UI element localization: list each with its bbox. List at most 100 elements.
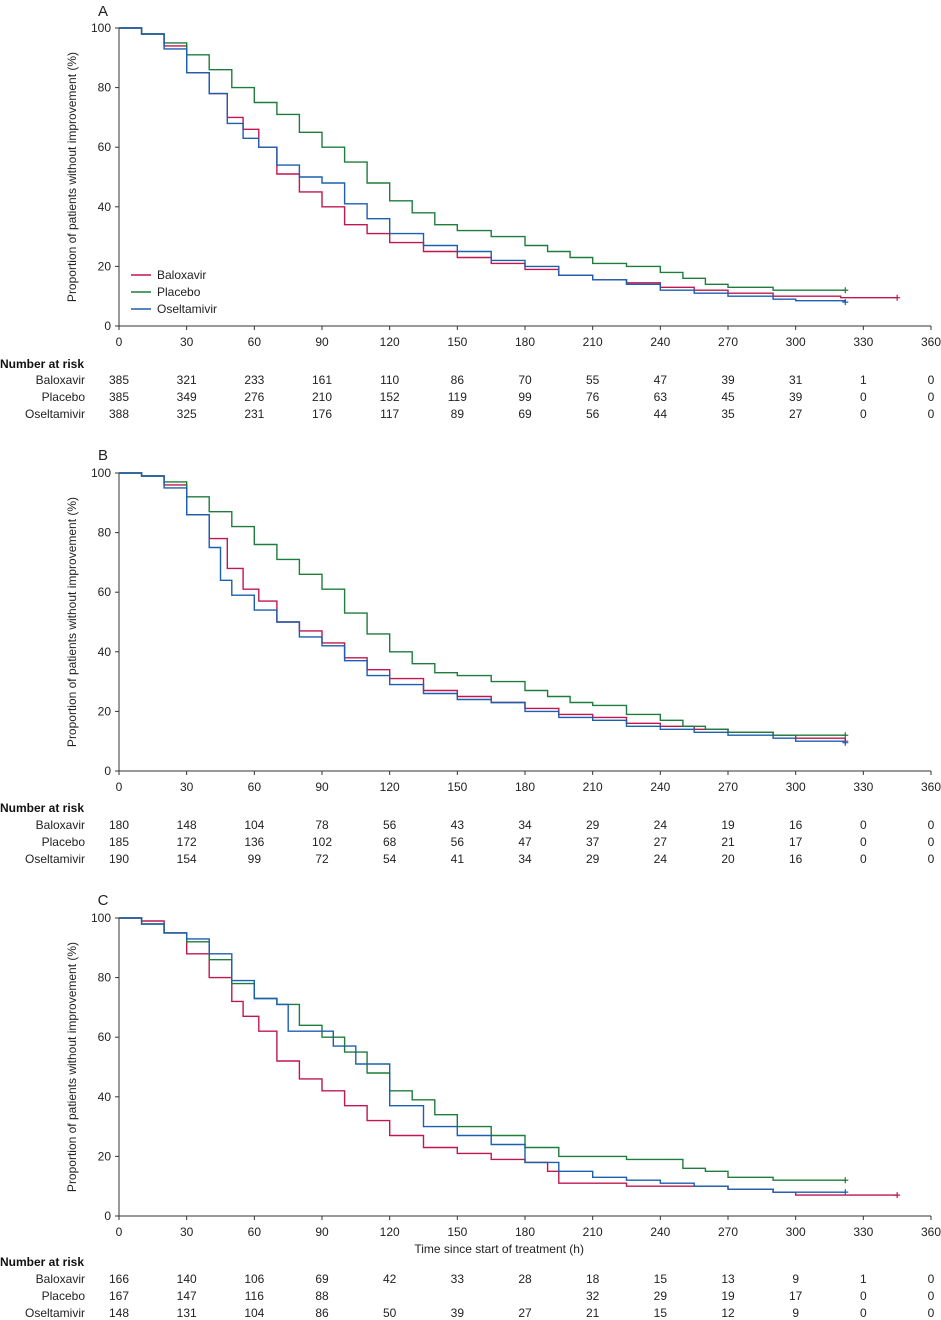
x-tick-label: 330 (853, 780, 873, 794)
risk-value: 47 (654, 373, 668, 387)
risk-value: 76 (586, 390, 600, 404)
number-at-risk-heading: Number at risk (0, 801, 84, 815)
panel-letter: B (98, 447, 108, 464)
x-tick-label: 120 (380, 1225, 400, 1239)
risk-value: 16 (789, 818, 803, 832)
risk-row-label: Placebo (42, 390, 86, 404)
risk-value: 210 (312, 390, 332, 404)
x-tick-label: 330 (853, 335, 873, 349)
risk-value: 33 (451, 1272, 465, 1286)
risk-value: 0 (928, 1289, 935, 1303)
risk-value: 0 (928, 1272, 935, 1286)
risk-value: 190 (109, 852, 129, 866)
risk-row-label: Placebo (42, 835, 86, 849)
censor-mark (894, 1192, 901, 1199)
risk-value: 12 (721, 1306, 735, 1320)
y-axis-label: Proportion of patients without improveme… (65, 52, 79, 302)
x-tick-label: 0 (116, 780, 123, 794)
risk-value: 0 (860, 835, 867, 849)
risk-value: 136 (244, 835, 264, 849)
panel-c: C Proportion of patients without improvem… (0, 892, 941, 1320)
risk-value: 385 (109, 390, 129, 404)
risk-value: 29 (586, 818, 600, 832)
curve-baloxavir (119, 27, 898, 299)
risk-value: 56 (383, 818, 397, 832)
x-tick-label: 270 (718, 335, 738, 349)
risk-value: 16 (789, 852, 803, 866)
risk-value: 0 (928, 818, 935, 832)
risk-value: 70 (518, 373, 532, 387)
risk-row-label: Oseltamivir (25, 407, 85, 421)
risk-value: 0 (928, 852, 935, 866)
risk-value: 148 (109, 1306, 129, 1320)
risk-value: 42 (383, 1272, 397, 1286)
y-tick-label: 20 (98, 704, 112, 718)
y-axis-label: Proportion of patients without improveme… (65, 497, 79, 747)
risk-value: 55 (586, 373, 600, 387)
risk-value: 78 (315, 818, 329, 832)
risk-value: 131 (177, 1306, 197, 1320)
risk-value: 89 (451, 407, 465, 421)
risk-value: 1 (860, 373, 867, 387)
risk-value: 99 (518, 390, 532, 404)
risk-value: 21 (586, 1306, 600, 1320)
curve-oseltamivir (119, 472, 846, 743)
risk-value: 24 (654, 852, 668, 866)
x-tick-label: 150 (447, 335, 467, 349)
risk-value: 19 (721, 1289, 735, 1303)
curve-placebo (119, 472, 846, 736)
risk-value: 0 (928, 407, 935, 421)
panel-letter: C (98, 892, 109, 909)
risk-value: 54 (383, 852, 397, 866)
risk-value: 21 (721, 835, 735, 849)
x-tick-label: 60 (248, 780, 262, 794)
risk-value: 27 (789, 407, 803, 421)
risk-value: 88 (315, 1289, 329, 1303)
risk-value: 349 (177, 390, 197, 404)
y-tick-label: 100 (91, 911, 111, 925)
y-tick-label: 20 (98, 259, 112, 273)
y-tick-label: 40 (98, 1090, 112, 1104)
risk-value: 0 (860, 1289, 867, 1303)
risk-value: 31 (789, 373, 803, 387)
curve-oseltamivir (119, 917, 846, 1193)
risk-value: 69 (518, 407, 532, 421)
x-tick-label: 0 (116, 335, 123, 349)
x-tick-label: 360 (921, 335, 941, 349)
x-tick-label: 240 (650, 1225, 670, 1239)
y-tick-label: 100 (91, 21, 111, 35)
risk-value: 119 (448, 390, 467, 404)
risk-value: 99 (248, 852, 262, 866)
x-tick-label: 30 (180, 780, 194, 794)
x-tick-label: 270 (718, 780, 738, 794)
risk-value: 321 (177, 373, 197, 387)
x-tick-label: 300 (786, 1225, 806, 1239)
risk-value: 20 (721, 852, 735, 866)
x-tick-label: 210 (583, 780, 603, 794)
risk-value: 0 (860, 1306, 867, 1320)
x-tick-label: 150 (447, 780, 467, 794)
risk-value: 37 (586, 835, 600, 849)
x-tick-label: 0 (116, 1225, 123, 1239)
x-tick-label: 300 (786, 335, 806, 349)
x-tick-label: 90 (315, 1225, 329, 1239)
x-tick-label: 240 (650, 780, 670, 794)
risk-value: 50 (383, 1306, 397, 1320)
y-tick-label: 100 (91, 466, 111, 480)
risk-value: 0 (928, 835, 935, 849)
risk-value: 0 (928, 390, 935, 404)
x-tick-label: 120 (380, 780, 400, 794)
y-tick-label: 60 (98, 585, 112, 599)
risk-value: 39 (451, 1306, 465, 1320)
risk-value: 44 (654, 407, 668, 421)
risk-value: 104 (244, 818, 264, 832)
risk-value: 27 (518, 1306, 532, 1320)
y-tick-label: 20 (98, 1149, 112, 1163)
x-tick-label: 30 (180, 1225, 194, 1239)
risk-value: 63 (654, 390, 668, 404)
risk-row-label: Baloxavir (36, 373, 85, 387)
risk-row-label: Placebo (42, 1289, 86, 1303)
x-tick-label: 30 (180, 335, 194, 349)
risk-value: 325 (177, 407, 197, 421)
risk-value: 29 (586, 852, 600, 866)
